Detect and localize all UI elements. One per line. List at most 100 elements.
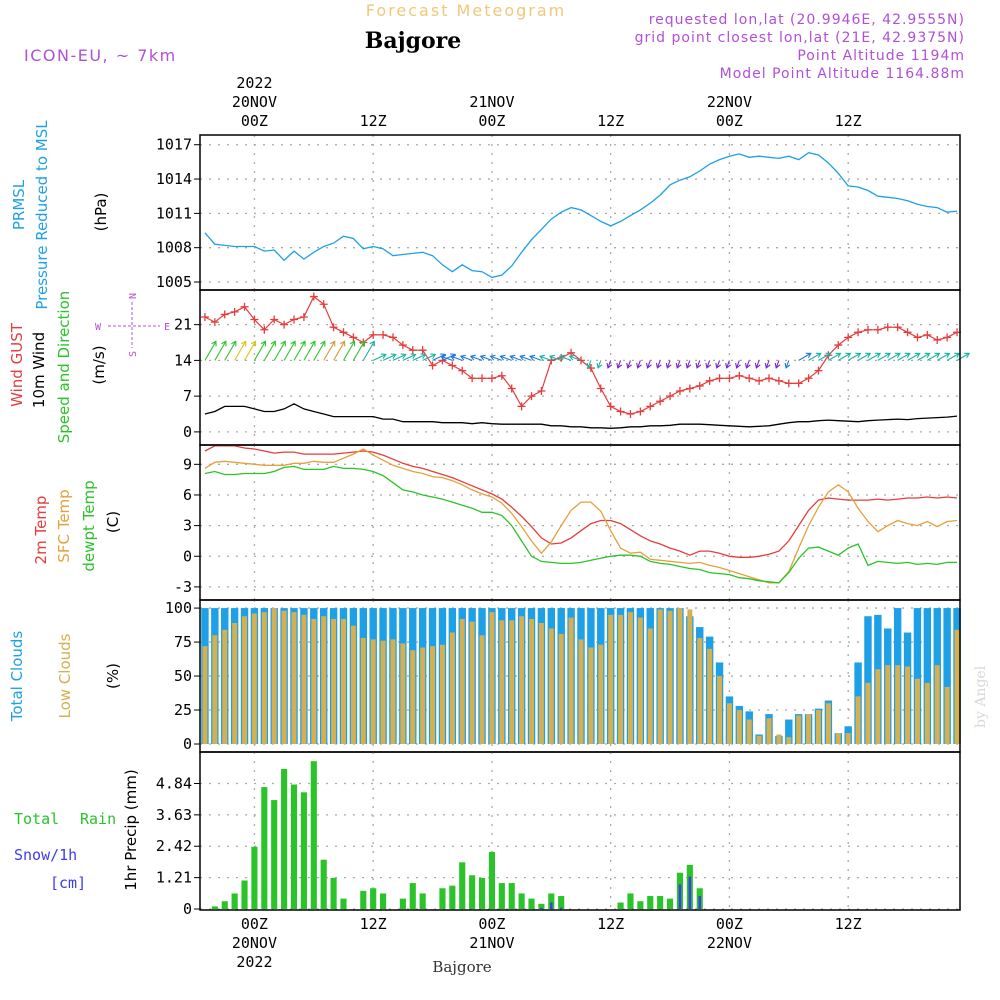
ytick-label: 2.42 xyxy=(156,837,192,855)
rain-bar xyxy=(241,880,248,909)
wind-direction-arrow xyxy=(808,352,821,361)
label-speed-direction: Speed and Direction xyxy=(55,291,73,444)
wind-arrow-head xyxy=(568,354,575,361)
low-cloud-bar xyxy=(776,734,782,744)
wind-direction-arrow xyxy=(736,360,740,369)
wind-direction-arrow xyxy=(480,355,493,361)
ytick-label: 0 xyxy=(183,900,192,918)
low-cloud-bar xyxy=(291,612,297,744)
wind-gust-point xyxy=(210,318,219,327)
wind-arrow-head xyxy=(250,340,257,347)
rain-bar xyxy=(666,898,674,909)
wind-arrow-head xyxy=(934,352,941,359)
wind-direction-arrow xyxy=(956,352,970,361)
ytick-label: 1011 xyxy=(156,204,192,222)
wind-gust-point xyxy=(200,312,209,321)
wind-gust-point xyxy=(903,328,912,337)
2m-temp-line xyxy=(204,445,958,558)
wind-gust-point xyxy=(616,407,625,416)
wind-direction-arrow xyxy=(293,341,306,361)
rain-bar xyxy=(399,898,406,909)
wind-direction-arrow xyxy=(214,341,227,361)
rain-bar xyxy=(419,893,426,909)
wind-gust-point xyxy=(349,333,358,342)
clouds-labels: Total Clouds Low Clouds (%) xyxy=(8,631,122,723)
low-cloud-bar xyxy=(301,614,307,744)
low-cloud-bar xyxy=(370,639,376,744)
wind-direction-arrow xyxy=(460,355,473,361)
low-cloud-bar xyxy=(806,714,812,744)
pressure-frame xyxy=(199,134,961,291)
wind-gust-point xyxy=(369,330,378,339)
ytick-label: 3.63 xyxy=(156,806,192,824)
label-cm: [cm] xyxy=(50,874,86,892)
low-cloud-bar xyxy=(905,666,911,744)
total-cloud-bar xyxy=(864,616,872,744)
rain-bar xyxy=(271,800,278,909)
wind-direction-arrow xyxy=(726,360,730,369)
rain-bar xyxy=(637,901,644,909)
rain-bar xyxy=(231,893,238,909)
wind-arrow-head xyxy=(290,340,296,347)
snow-bar xyxy=(559,907,563,909)
low-cloud-bar xyxy=(281,610,287,744)
ytick-label: 75 xyxy=(174,633,192,651)
wind-direction-arrow xyxy=(412,353,426,361)
low-cloud-bar xyxy=(895,665,901,744)
wind-gust-point xyxy=(636,407,645,416)
wind-gust-point xyxy=(784,379,793,388)
wind-direction-arrow xyxy=(627,360,631,369)
time-label-bottom: 00Z xyxy=(241,915,268,933)
wind-arrow-head xyxy=(430,353,437,359)
low-cloud-bar xyxy=(726,703,732,744)
low-cloud-bar xyxy=(360,637,366,744)
wind-direction-arrow xyxy=(323,341,336,361)
wind-arrow-head xyxy=(646,362,652,369)
compass-s: S xyxy=(128,351,139,357)
low-cloud-bar xyxy=(271,608,277,744)
wind-arrow-head xyxy=(410,353,417,359)
wind-arrow-head xyxy=(548,354,555,361)
wind-direction-arrow xyxy=(755,360,760,369)
wind-gust-point xyxy=(418,346,427,355)
wind-gust-point xyxy=(468,374,477,383)
wind-direction-arrow xyxy=(597,360,602,369)
rain-bar xyxy=(449,885,456,909)
wind-direction-arrow xyxy=(946,352,960,361)
wind-arrow-head xyxy=(964,352,971,359)
wind-arrow-head xyxy=(380,353,387,359)
low-cloud-bar xyxy=(637,617,643,744)
wind-direction-arrow xyxy=(352,341,365,361)
compass-rose: N S W E xyxy=(95,293,170,357)
wind-arrow-head xyxy=(280,340,286,347)
precipitation-frame xyxy=(199,751,961,911)
low-cloud-bar xyxy=(885,665,891,744)
total-cloud-bar xyxy=(943,608,951,744)
wind-arrow-head xyxy=(665,362,672,369)
ytick-label: -3 xyxy=(174,578,192,596)
ytick-label: 0 xyxy=(183,735,192,753)
low-cloud-bar xyxy=(756,735,762,744)
wind-direction-arrow xyxy=(362,341,375,361)
label-low-clouds: Low Clouds xyxy=(56,633,74,718)
wind-arrow-head xyxy=(390,353,397,359)
wind-arrow-head xyxy=(725,362,731,369)
low-cloud-bar xyxy=(479,635,485,744)
low-cloud-bar xyxy=(222,629,228,744)
wind-arrow-head xyxy=(320,340,326,347)
wind-direction-arrow xyxy=(785,360,790,369)
label-precip-mm: 1hr Precip (mm) xyxy=(122,769,140,890)
wind-gust-point xyxy=(873,325,882,334)
wind-gust-point xyxy=(814,366,823,375)
total-cloud-bar xyxy=(923,608,932,744)
ytick-label: 21 xyxy=(174,316,192,334)
rain-bar xyxy=(627,893,634,909)
wind-direction-arrow xyxy=(617,360,622,369)
wind-direction-arrow xyxy=(402,353,416,361)
wind-gust-point xyxy=(794,379,803,388)
low-cloud-bar xyxy=(251,613,257,744)
ytick-label: 100 xyxy=(165,599,192,617)
wind-gust-point xyxy=(260,325,269,334)
wind-direction-arrow xyxy=(303,341,316,361)
